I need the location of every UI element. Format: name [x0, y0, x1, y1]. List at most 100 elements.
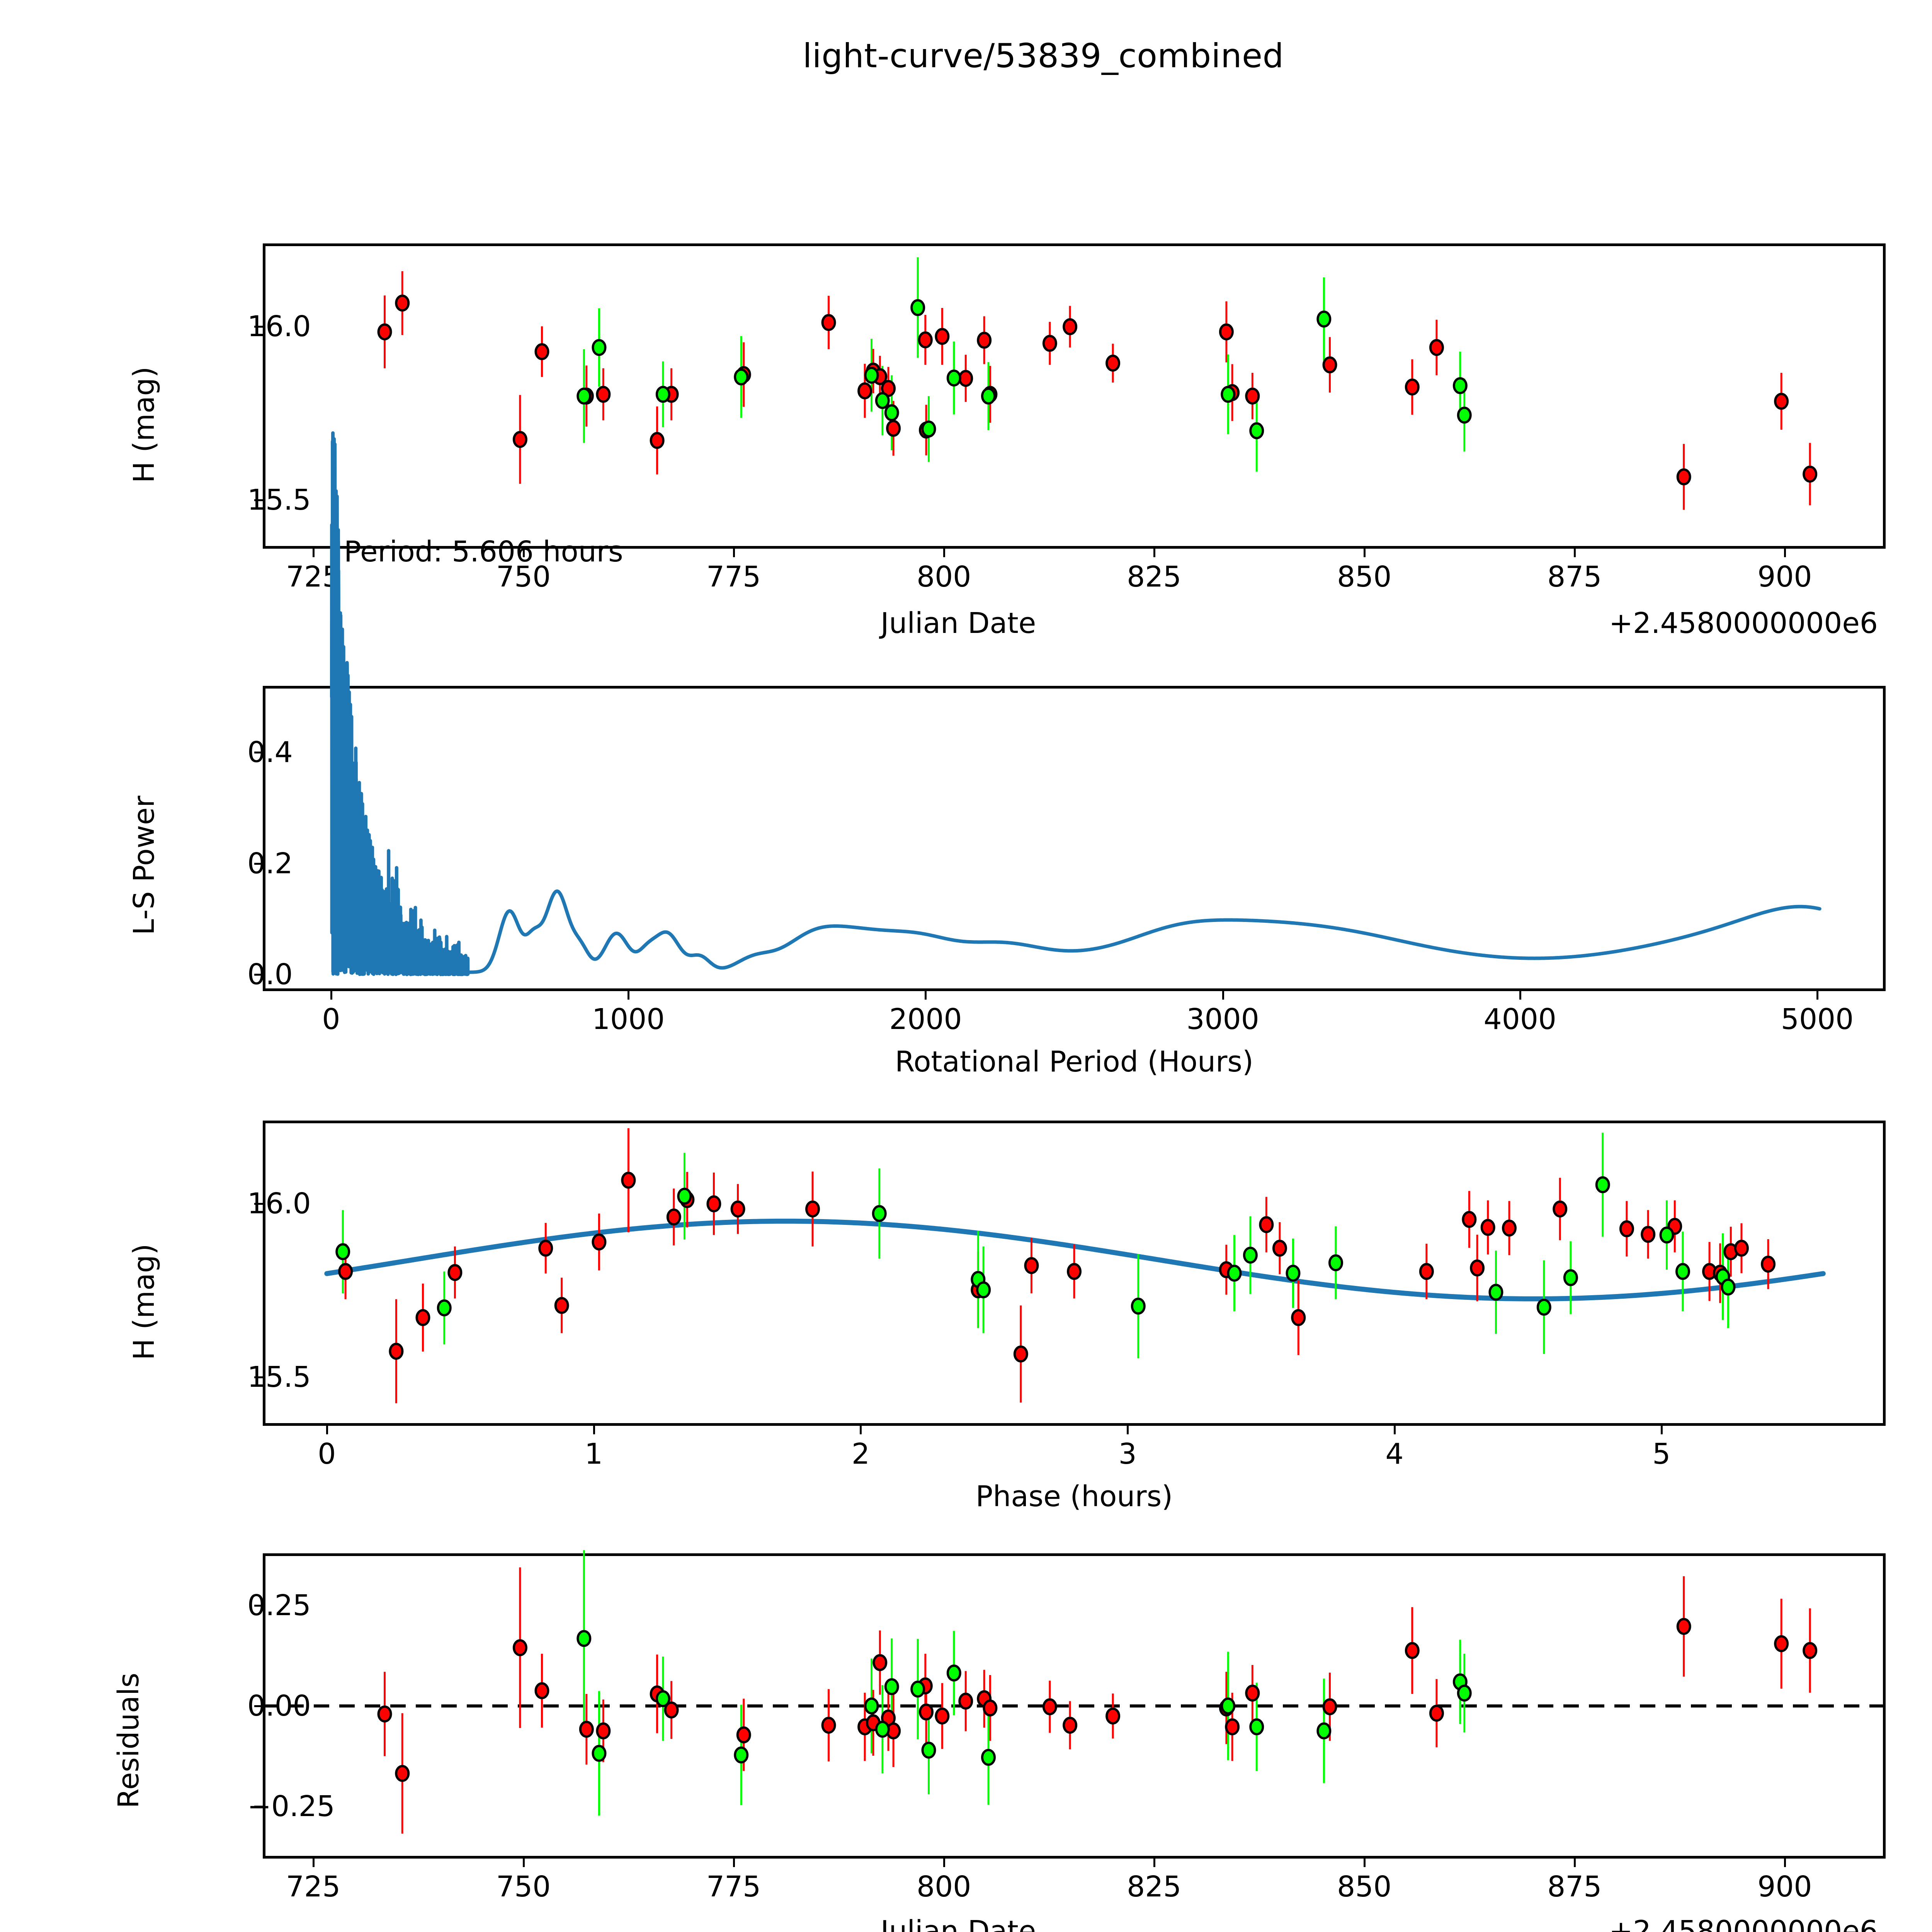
light-curve-x-axis-label: Julian Date	[880, 607, 1036, 640]
data-point	[592, 1745, 607, 1762]
data-point	[1013, 1345, 1028, 1363]
x-tick-mark	[943, 549, 945, 557]
data-point	[554, 1297, 569, 1314]
data-point	[1249, 1718, 1264, 1736]
data-point	[577, 1630, 592, 1647]
data-point	[734, 368, 749, 386]
data-point	[884, 1678, 899, 1696]
phase-folded-x-tick: 4	[1385, 1437, 1404, 1471]
data-point	[1105, 1707, 1121, 1725]
x-tick-mark	[1127, 1426, 1129, 1434]
periodogram-x-tick: 2000	[889, 1003, 962, 1036]
data-point	[875, 1721, 890, 1738]
light-curve-x-tick: 775	[706, 560, 761, 594]
data-point	[1227, 1265, 1242, 1282]
data-point	[1595, 1176, 1610, 1194]
light-curve-x-tick: 875	[1547, 560, 1602, 594]
data-point	[918, 331, 933, 349]
phase-folded-x-tick: 0	[318, 1437, 336, 1471]
axes-frame	[263, 686, 1886, 991]
data-point	[1429, 1704, 1444, 1722]
data-point	[538, 1240, 553, 1257]
data-point	[1470, 1259, 1485, 1277]
data-point	[1024, 1257, 1039, 1274]
periodogram-x-axis-label: Rotational Period (Hours)	[895, 1045, 1253, 1078]
data-point	[1619, 1220, 1634, 1238]
data-point	[1676, 468, 1691, 486]
y-tick-mark	[254, 1605, 263, 1607]
data-point	[1761, 1255, 1776, 1273]
data-point	[706, 1195, 721, 1213]
data-point	[1042, 335, 1057, 352]
phase-folded-y-axis-label: H (mag)	[128, 1243, 161, 1360]
data-point	[730, 1200, 745, 1218]
data-point	[395, 294, 410, 312]
x-tick-mark	[1784, 549, 1786, 557]
data-point	[1502, 1219, 1517, 1237]
data-point	[736, 1726, 751, 1743]
data-point	[415, 1309, 430, 1326]
data-point	[1429, 339, 1444, 356]
data-point	[655, 386, 670, 403]
x-tick-mark	[522, 1859, 525, 1867]
data-point	[512, 431, 527, 448]
data-point	[981, 1749, 996, 1766]
data-point	[377, 323, 392, 340]
data-point	[596, 1722, 611, 1740]
residuals-x-tick: 750	[496, 1870, 551, 1903]
data-point	[1405, 378, 1420, 396]
periodogram-x-tick: 5000	[1781, 1003, 1854, 1036]
data-point	[596, 386, 611, 403]
data-point	[579, 1721, 594, 1738]
data-point	[1042, 1698, 1057, 1716]
panel-phase-folded	[263, 1121, 1886, 1426]
x-tick-mark	[312, 549, 315, 557]
data-point	[1219, 323, 1234, 340]
data-point	[1316, 1722, 1332, 1740]
x-tick-mark	[1519, 991, 1521, 1000]
data-point	[1462, 1211, 1477, 1228]
data-point	[821, 1716, 836, 1734]
data-point	[1675, 1263, 1690, 1280]
data-point	[621, 1172, 636, 1189]
data-point	[864, 367, 879, 384]
x-tick-mark	[1363, 549, 1366, 557]
x-tick-mark	[733, 1859, 735, 1867]
data-point	[677, 1187, 692, 1205]
data-point	[1221, 1697, 1236, 1714]
y-tick-mark	[254, 1705, 263, 1707]
residuals-x-tick: 875	[1547, 1870, 1602, 1903]
light-curve-x-tick: 900	[1757, 560, 1812, 594]
residuals-x-tick: 825	[1127, 1870, 1182, 1903]
x-tick-mark	[1222, 991, 1224, 1000]
data-point	[1259, 1216, 1274, 1233]
panel-residuals	[263, 1550, 1886, 1859]
data-point	[872, 1205, 887, 1222]
data-point	[534, 343, 549, 361]
data-point	[1803, 465, 1818, 483]
data-point	[437, 1299, 452, 1316]
data-point	[512, 1639, 527, 1656]
x-tick-mark	[1153, 1859, 1155, 1867]
data-point	[1553, 1200, 1568, 1218]
residuals-x-tick: 800	[917, 1870, 971, 1903]
y-tick-mark	[254, 973, 263, 976]
data-point	[1480, 1219, 1495, 1236]
phase-folded-plot-area	[324, 1128, 1826, 1403]
residuals-x-axis-label: Julian Date	[880, 1915, 1036, 1932]
x-tick-mark	[326, 1426, 328, 1434]
residuals-y-axis-label: Residuals	[112, 1672, 145, 1808]
data-point	[1105, 354, 1121, 372]
periodogram-x-tick: 3000	[1186, 1003, 1259, 1036]
axes-frame	[263, 243, 1886, 549]
data-point	[1734, 1240, 1749, 1257]
x-tick-mark	[1660, 1426, 1663, 1434]
x-tick-mark	[312, 1859, 315, 1867]
data-point	[1452, 377, 1468, 395]
light-curve-x-offset-text: +2.4580000000e6	[1609, 607, 1878, 640]
data-point	[577, 388, 592, 405]
figure-title: light-curve/53839_combined	[803, 37, 1284, 75]
data-point	[592, 1233, 607, 1251]
data-point	[1676, 1618, 1691, 1635]
data-point	[805, 1200, 820, 1218]
